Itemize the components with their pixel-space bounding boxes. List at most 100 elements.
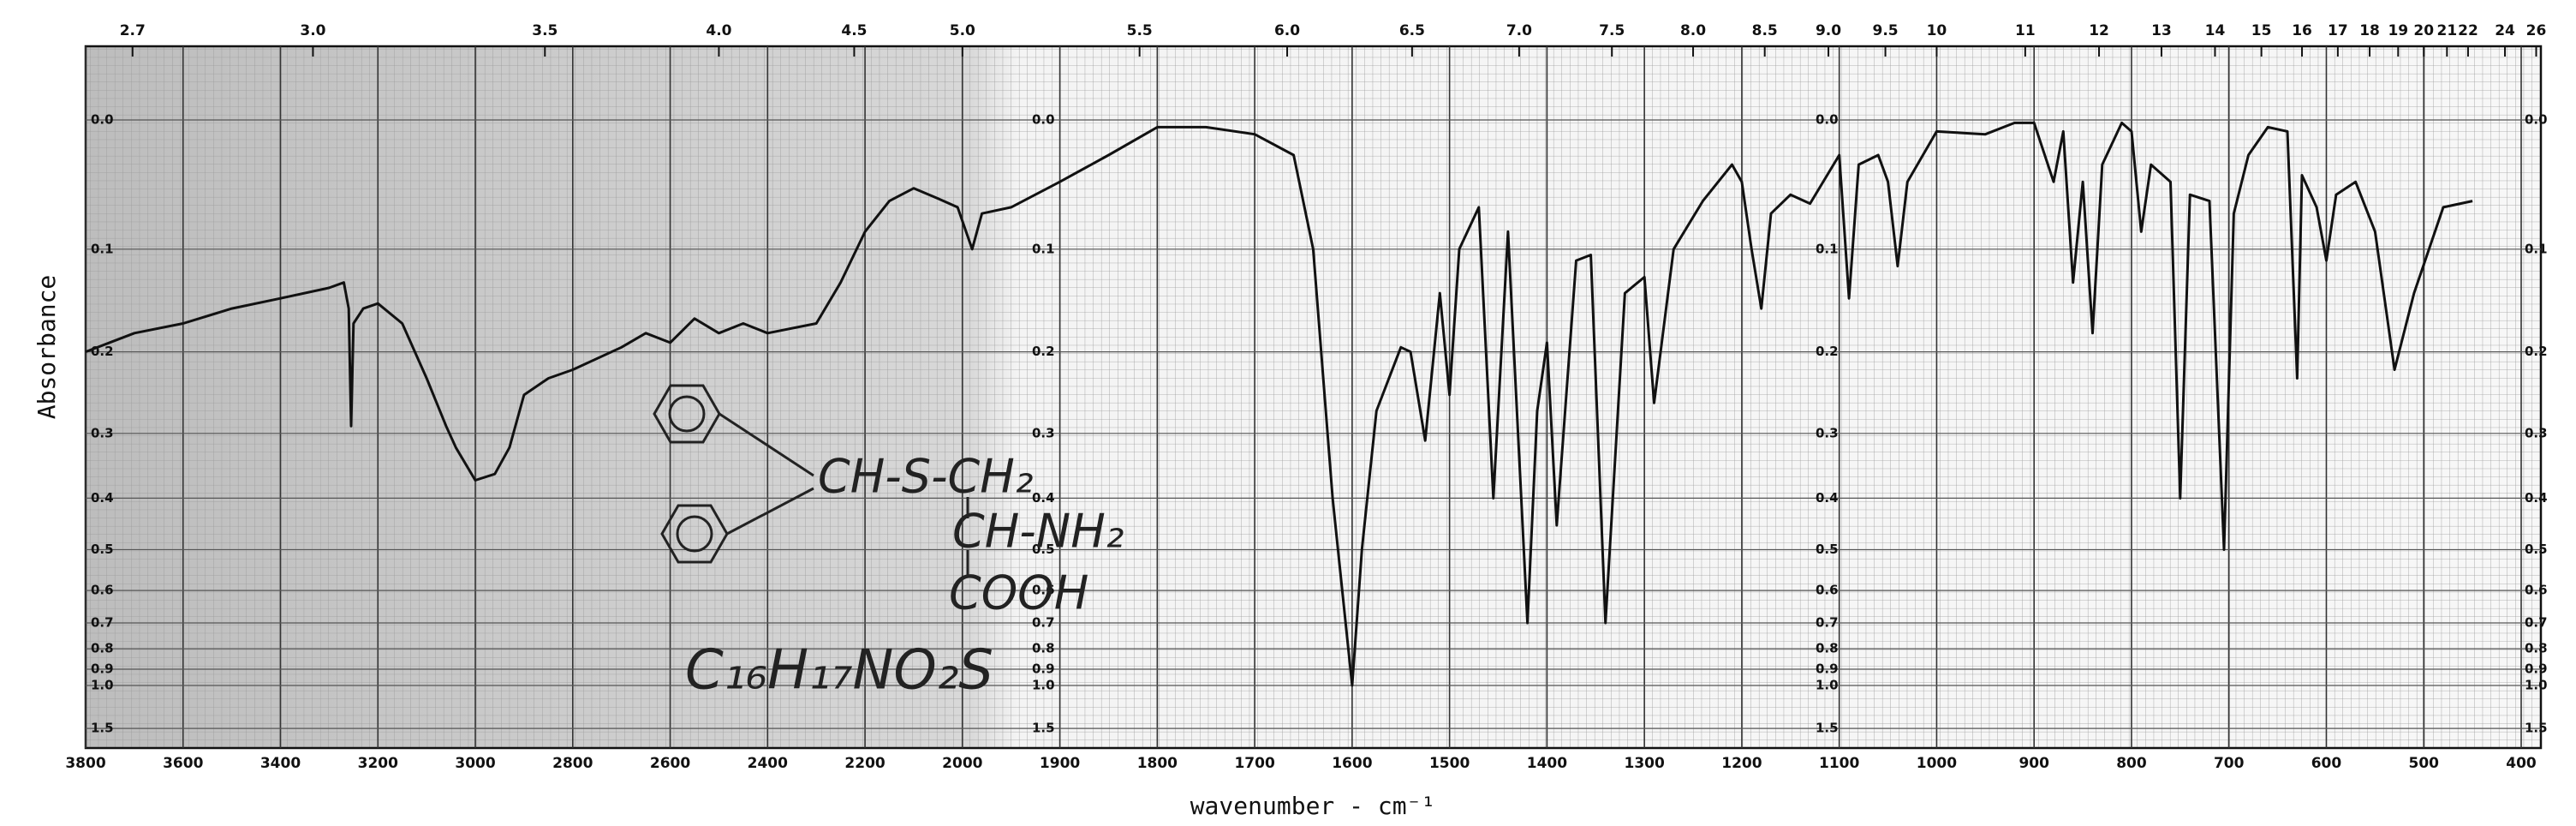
y-tick-label: 0.7 — [91, 615, 114, 631]
y-tick-label: 1.0 — [1032, 678, 1055, 693]
x2-tick-label: 16 — [2292, 22, 2312, 39]
y-tick-label: 0.0 — [1816, 112, 1839, 128]
x2-tick-label: 13 — [2151, 22, 2172, 39]
benzene-ring — [653, 384, 721, 444]
y-tick-label: 0.8 — [1816, 641, 1839, 656]
x2-tick-label: 22 — [2458, 22, 2478, 39]
x-tick-label: 1800 — [1137, 755, 1178, 772]
x-tick-label: 3600 — [163, 755, 203, 772]
x2-tick-label: 7.0 — [1506, 22, 1532, 39]
x-tick-label: 3400 — [260, 755, 301, 772]
y-tick-label: 0.0 — [2525, 112, 2548, 128]
y-tick-label: 0.1 — [1816, 241, 1839, 256]
y-tick-label: 0.5 — [1816, 542, 1839, 557]
x-tick-label: 1700 — [1234, 755, 1274, 772]
y-tick-label: 0.6 — [91, 583, 114, 598]
y-tick-label: 0.1 — [1032, 241, 1055, 256]
y-tick-label: 1.5 — [91, 721, 114, 736]
y-tick-label: 0.3 — [1816, 425, 1839, 440]
y-tick-label: 0.2 — [1032, 344, 1055, 359]
x2-tick-label: 11 — [2015, 22, 2036, 39]
x2-tick-label: 4.5 — [841, 22, 867, 39]
y-tick-label: 1.0 — [1816, 678, 1839, 693]
y-tick-label: 0.7 — [2525, 615, 2548, 631]
y-tick-label: 0.9 — [91, 661, 114, 677]
y-tick-label: 0.7 — [1032, 615, 1055, 631]
x-tick-label: 800 — [2116, 755, 2147, 772]
y-tick-label: 0.5 — [91, 542, 114, 557]
y-tick-label: 0.4 — [1032, 490, 1055, 506]
benzene-circle — [676, 515, 713, 553]
x2-tick-label: 9.5 — [1873, 22, 1899, 39]
y-tick-label: 0.3 — [91, 425, 114, 440]
y-tick-label: 1.5 — [1032, 721, 1055, 736]
x2-tick-label: 7.5 — [1599, 22, 1625, 39]
x-tick-label: 700 — [2214, 755, 2245, 772]
benzene-circle — [668, 395, 706, 433]
y-tick-label: 0.7 — [1816, 615, 1839, 631]
x-tick-label: 1900 — [1040, 755, 1080, 772]
y-tick-label: 0.5 — [1032, 542, 1055, 557]
x2-tick-label: 20 — [2413, 22, 2434, 39]
y-tick-label: 0.1 — [91, 241, 114, 256]
structure-drawing — [653, 384, 969, 576]
x-tick-label: 900 — [2018, 755, 2049, 772]
x2-tick-label: 8.5 — [1752, 22, 1778, 39]
x2-tick-label: 14 — [2205, 22, 2226, 39]
x-tick-label: 2400 — [748, 755, 788, 772]
x-tick-label: 500 — [2408, 755, 2439, 772]
y-tick-label: 1.5 — [2525, 721, 2548, 736]
x2-tick-label: 3.5 — [532, 22, 558, 39]
x2-tick-label: 6.0 — [1274, 22, 1300, 39]
y-tick-label: 0.6 — [2525, 583, 2548, 598]
benzene-ring — [660, 504, 729, 564]
y-tick-label: 0.4 — [1816, 490, 1839, 506]
x2-tick-label: 26 — [2526, 22, 2547, 39]
x-tick-label: 2800 — [552, 755, 593, 772]
y-tick-label: 0.3 — [2525, 425, 2548, 440]
x-tick-label: 1500 — [1429, 755, 1470, 772]
x2-tick-label: 8.0 — [1680, 22, 1706, 39]
x2-tick-label: 3.0 — [300, 22, 325, 39]
x-tick-label: 1100 — [1819, 755, 1859, 772]
x2-tick-label: 9.0 — [1816, 22, 1841, 39]
annotation: CH-S-CH₂ — [818, 450, 1034, 504]
x2-tick-label: 10 — [1927, 22, 1947, 39]
y-tick-label: 1.0 — [2525, 678, 2548, 693]
y-tick-label: 0.6 — [1032, 583, 1055, 598]
x2-tick-label: 18 — [2359, 22, 2380, 39]
y-tick-label: 0.9 — [2525, 661, 2548, 677]
y-tick-label: 0.9 — [1032, 661, 1055, 677]
y-tick-label: 0.0 — [91, 112, 114, 128]
x-tick-label: 600 — [2311, 755, 2342, 772]
y-tick-label: 0.9 — [1816, 661, 1839, 677]
annotation: C₁₆H₁₇NO₂S — [685, 639, 993, 703]
y-axis-label: Absorbance — [33, 275, 61, 420]
x2-tick-label: 12 — [2089, 22, 2109, 39]
x2-tick-label: 2.7 — [120, 22, 146, 39]
x-tick-label: 2000 — [942, 755, 982, 772]
x-tick-label: 1600 — [1332, 755, 1372, 772]
x-tick-label: 2600 — [650, 755, 690, 772]
x2-tick-label: 15 — [2251, 22, 2272, 39]
annotation: COOH — [949, 566, 1088, 620]
y-tick-label: 0.8 — [2525, 641, 2548, 656]
x2-tick-label: 5.5 — [1127, 22, 1153, 39]
y-tick-label: 0.6 — [1816, 583, 1839, 598]
x2-tick-label: 4.0 — [706, 22, 731, 39]
y-tick-label: 0.0 — [1032, 112, 1055, 128]
x-axis-label: wavenumber - cm⁻¹ — [1190, 792, 1436, 820]
x-tick-label: 3200 — [358, 755, 398, 772]
bond — [726, 487, 814, 536]
y-tick-label: 0.4 — [2525, 490, 2548, 506]
x-tick-label: 3800 — [65, 755, 105, 772]
x-tick-label: 2200 — [844, 755, 885, 772]
y-tick-label: 0.8 — [91, 641, 114, 656]
x-tick-label: 1300 — [1624, 755, 1664, 772]
spectrum-line — [85, 121, 2473, 687]
y-tick-label: 0.5 — [2525, 542, 2548, 557]
y-tick-label: 1.5 — [1816, 721, 1839, 736]
y-tick-label: 0.2 — [2525, 344, 2548, 359]
y-tick-label: 0.4 — [91, 490, 114, 506]
